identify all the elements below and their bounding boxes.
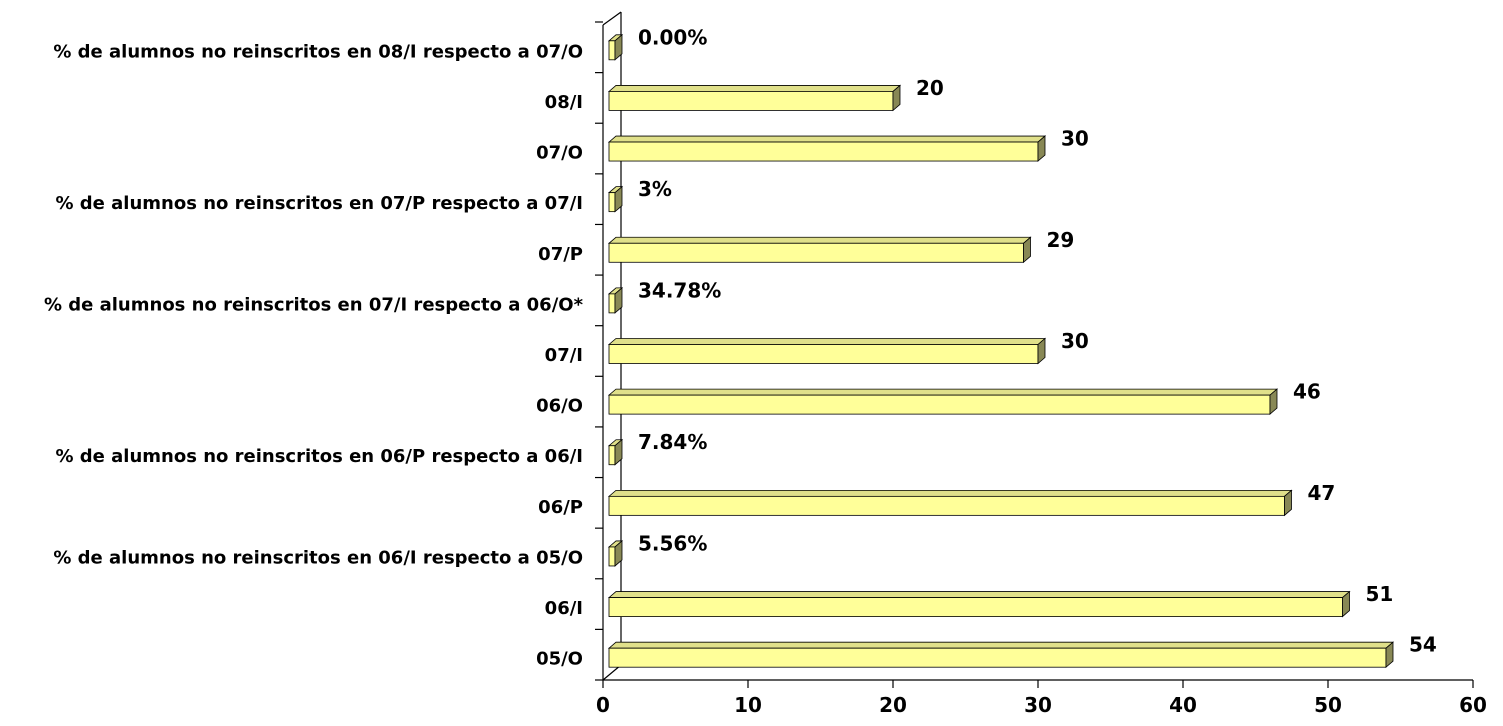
bar bbox=[608, 91, 894, 111]
value-tick-label: 30 bbox=[1024, 693, 1052, 717]
bar bbox=[608, 597, 1343, 617]
chart-labels: 0 10 20 30 40 50 60 05/O 54 06/I 51 % de alumnos no… bbox=[44, 25, 1487, 717]
bar bbox=[608, 344, 1039, 364]
bar-group bbox=[607, 438, 624, 466]
bar bbox=[608, 242, 1024, 263]
category-label: 06/I bbox=[545, 598, 583, 619]
value-tick-label: 20 bbox=[879, 693, 907, 717]
bar bbox=[608, 647, 1387, 668]
data-label: 3% bbox=[638, 177, 672, 201]
data-label: 30 bbox=[1061, 329, 1089, 353]
bar-group bbox=[607, 287, 624, 314]
bar-side bbox=[614, 33, 623, 61]
bar bbox=[608, 394, 1271, 415]
bar bbox=[608, 141, 1039, 162]
bar bbox=[608, 40, 616, 61]
data-label: 34.78% bbox=[638, 278, 721, 302]
category-label: 07/I bbox=[545, 345, 583, 366]
bar-group bbox=[607, 84, 902, 112]
bar-top bbox=[607, 641, 1395, 649]
data-label: 54 bbox=[1409, 633, 1437, 657]
bar bbox=[608, 293, 616, 314]
data-label: 51 bbox=[1366, 582, 1394, 606]
category-label: 07/O bbox=[536, 143, 583, 164]
axis-top-slant bbox=[602, 11, 622, 26]
category-label: 06/P bbox=[538, 497, 583, 518]
bar-top bbox=[607, 591, 1351, 598]
value-tick-label: 40 bbox=[1169, 693, 1197, 717]
bar-side bbox=[1037, 135, 1046, 162]
bar-side bbox=[1342, 590, 1350, 618]
bar-side bbox=[1023, 236, 1031, 264]
data-label: 5.56% bbox=[638, 531, 707, 555]
category-label: 06/O bbox=[536, 396, 583, 417]
bar-group bbox=[607, 185, 624, 213]
bar-side bbox=[1037, 337, 1046, 365]
bar-group bbox=[607, 489, 1293, 517]
bar-group bbox=[607, 641, 1395, 669]
value-tick-label: 0 bbox=[596, 693, 610, 717]
value-tick-label: 50 bbox=[1314, 693, 1342, 717]
category-label: 05/O bbox=[536, 649, 583, 670]
bar bbox=[608, 495, 1285, 516]
bar-group bbox=[607, 135, 1047, 162]
data-label: 30 bbox=[1061, 127, 1089, 151]
data-label: 29 bbox=[1047, 228, 1075, 252]
data-label: 20 bbox=[916, 76, 944, 100]
bar-side bbox=[1385, 641, 1394, 669]
bar-group bbox=[607, 236, 1032, 264]
bar-group bbox=[607, 337, 1047, 365]
bar-side bbox=[614, 287, 623, 314]
bar-side bbox=[892, 84, 901, 112]
bar-top bbox=[607, 489, 1293, 497]
data-label: 46 bbox=[1293, 380, 1321, 404]
chart-bars bbox=[607, 33, 1395, 669]
bar-top bbox=[607, 338, 1047, 345]
category-label: % de alumnos no reinscritos en 07/I resp… bbox=[44, 294, 584, 315]
bar-side bbox=[1269, 388, 1278, 415]
category-label: 08/I bbox=[545, 92, 583, 113]
bar-group bbox=[607, 33, 624, 61]
category-label: 07/P bbox=[538, 244, 583, 265]
value-tick-label: 60 bbox=[1459, 693, 1487, 717]
bar-group bbox=[607, 388, 1279, 415]
bar-top bbox=[607, 85, 902, 92]
bar-side bbox=[614, 438, 623, 466]
bar-side bbox=[614, 185, 623, 213]
bar bbox=[608, 192, 616, 213]
data-label: 7.84% bbox=[638, 430, 707, 454]
bar-top bbox=[607, 388, 1279, 396]
value-tick-label: 10 bbox=[734, 693, 762, 717]
bar bbox=[608, 546, 616, 567]
bar-group bbox=[607, 590, 1351, 618]
category-label: % de alumnos no reinscritos en 06/P resp… bbox=[55, 446, 583, 467]
data-label: 0.00% bbox=[638, 25, 707, 49]
category-label: % de alumnos no reinscritos en 07/P resp… bbox=[55, 193, 583, 214]
category-label: % de alumnos no reinscritos en 06/I resp… bbox=[53, 547, 583, 568]
bar-top bbox=[607, 135, 1047, 143]
bar-group bbox=[607, 540, 624, 567]
category-label: % de alumnos no reinscritos en 08/I resp… bbox=[53, 41, 583, 62]
bar-side bbox=[1284, 489, 1292, 517]
bar-top bbox=[607, 236, 1032, 244]
data-label: 47 bbox=[1308, 481, 1336, 505]
bar-side bbox=[614, 540, 623, 567]
bar bbox=[608, 445, 616, 466]
